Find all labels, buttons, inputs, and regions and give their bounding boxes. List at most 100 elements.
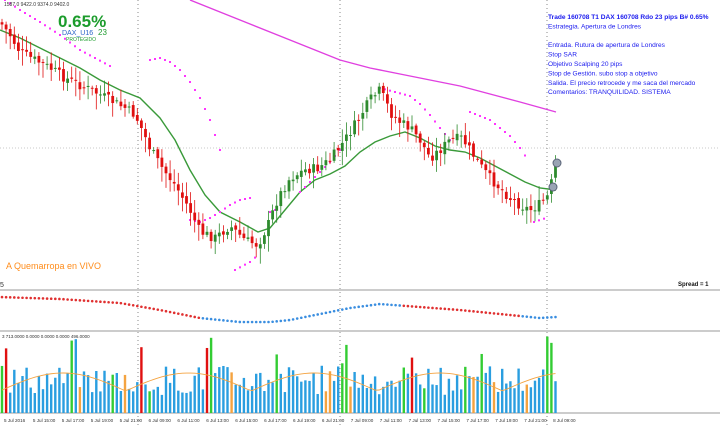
exit-marker[interactable] bbox=[548, 182, 558, 192]
osc-dot bbox=[152, 307, 155, 311]
candle bbox=[381, 82, 385, 101]
entry-marker[interactable] bbox=[552, 158, 562, 168]
sar-dot bbox=[164, 59, 166, 61]
volume-bar bbox=[189, 391, 192, 413]
candle-body bbox=[361, 112, 365, 119]
volume-bar bbox=[533, 380, 537, 413]
sar-dot bbox=[274, 209, 276, 211]
x-axis-label: 6 Jul 09:00 bbox=[149, 418, 172, 423]
volume-bar bbox=[181, 392, 184, 413]
candle-body bbox=[554, 165, 557, 178]
sar-dot bbox=[219, 211, 221, 213]
volume-bar bbox=[484, 372, 487, 413]
candle-body bbox=[254, 243, 258, 247]
volume-bar bbox=[222, 365, 225, 413]
volume-bar bbox=[439, 367, 442, 413]
candle bbox=[324, 151, 328, 171]
sar-dot bbox=[4, 0, 6, 1]
candle-body bbox=[152, 150, 156, 152]
volume-bar bbox=[341, 363, 344, 413]
volume-bar bbox=[21, 376, 24, 413]
osc-dot bbox=[546, 316, 549, 319]
volume-bar bbox=[472, 376, 475, 413]
candle bbox=[455, 124, 459, 146]
candle-body bbox=[275, 205, 279, 211]
ma-fast-line bbox=[0, 29, 557, 233]
volume-bar bbox=[496, 391, 500, 413]
osc-dot bbox=[62, 297, 65, 301]
candle-body bbox=[353, 120, 356, 135]
candle bbox=[127, 101, 131, 114]
volume-bar bbox=[394, 386, 397, 413]
candle-body bbox=[492, 172, 496, 187]
x-axis-label: 5 Jul 19:00 bbox=[91, 418, 114, 423]
candle-body bbox=[222, 231, 225, 235]
candle bbox=[94, 85, 98, 110]
volume-bar bbox=[513, 388, 516, 413]
candle-body bbox=[12, 34, 16, 44]
candle bbox=[336, 144, 340, 157]
sar-dot bbox=[409, 95, 411, 97]
candle-body bbox=[517, 198, 520, 209]
osc-dot bbox=[402, 304, 406, 308]
osc-dot bbox=[447, 307, 451, 311]
volume-bar bbox=[435, 385, 438, 413]
candle-body bbox=[459, 135, 463, 137]
candle bbox=[451, 129, 455, 144]
volume-bar bbox=[226, 367, 229, 413]
volume-bar bbox=[205, 347, 209, 413]
volume-bar bbox=[300, 381, 303, 413]
osc-dot bbox=[78, 299, 82, 302]
candle-body bbox=[172, 181, 176, 184]
trade-info-line: Stop SAR bbox=[548, 52, 577, 59]
candle bbox=[168, 160, 172, 192]
candle bbox=[533, 200, 537, 222]
volume-bar bbox=[402, 367, 405, 413]
candle-body bbox=[58, 67, 61, 70]
osc-dot bbox=[308, 314, 311, 318]
sar-dot bbox=[269, 211, 271, 213]
candle bbox=[205, 226, 209, 238]
osc-dot bbox=[279, 319, 283, 323]
sar-dot bbox=[14, 5, 16, 8]
candle-body bbox=[402, 120, 406, 123]
candle-body bbox=[496, 184, 500, 189]
osc-dot bbox=[99, 300, 102, 303]
candle bbox=[152, 147, 156, 154]
candle-body bbox=[78, 82, 82, 90]
sar-dot bbox=[149, 59, 151, 61]
candle bbox=[398, 109, 402, 138]
volume-bar bbox=[70, 340, 73, 413]
osc-dot bbox=[390, 303, 393, 307]
osc-dot bbox=[275, 320, 279, 323]
volume-bar bbox=[324, 391, 328, 413]
candle bbox=[213, 229, 217, 255]
osc-dot bbox=[218, 318, 221, 322]
candle bbox=[201, 213, 205, 240]
candle bbox=[513, 193, 516, 215]
sar-dot bbox=[39, 21, 41, 23]
sar-dot bbox=[204, 108, 206, 110]
trade-markers[interactable] bbox=[548, 158, 562, 192]
sar-dot bbox=[384, 88, 386, 91]
sar-dot bbox=[494, 123, 496, 125]
volume-bar bbox=[287, 367, 291, 413]
volume-bar bbox=[369, 383, 373, 413]
candle-body bbox=[238, 229, 242, 235]
candle bbox=[472, 141, 475, 162]
candle-body bbox=[312, 164, 315, 173]
candle bbox=[49, 52, 53, 81]
volume-bar bbox=[156, 386, 159, 413]
osc-dot bbox=[320, 312, 324, 315]
candle-body bbox=[488, 170, 492, 174]
candle bbox=[299, 159, 303, 192]
osc-dot bbox=[254, 320, 258, 324]
volume-bar bbox=[91, 392, 94, 413]
volume-bar bbox=[95, 371, 98, 413]
candle-body bbox=[140, 120, 143, 129]
candle-body bbox=[148, 137, 151, 150]
candle bbox=[373, 92, 377, 104]
osc-dot bbox=[271, 320, 274, 324]
sar-dot bbox=[9, 2, 11, 5]
